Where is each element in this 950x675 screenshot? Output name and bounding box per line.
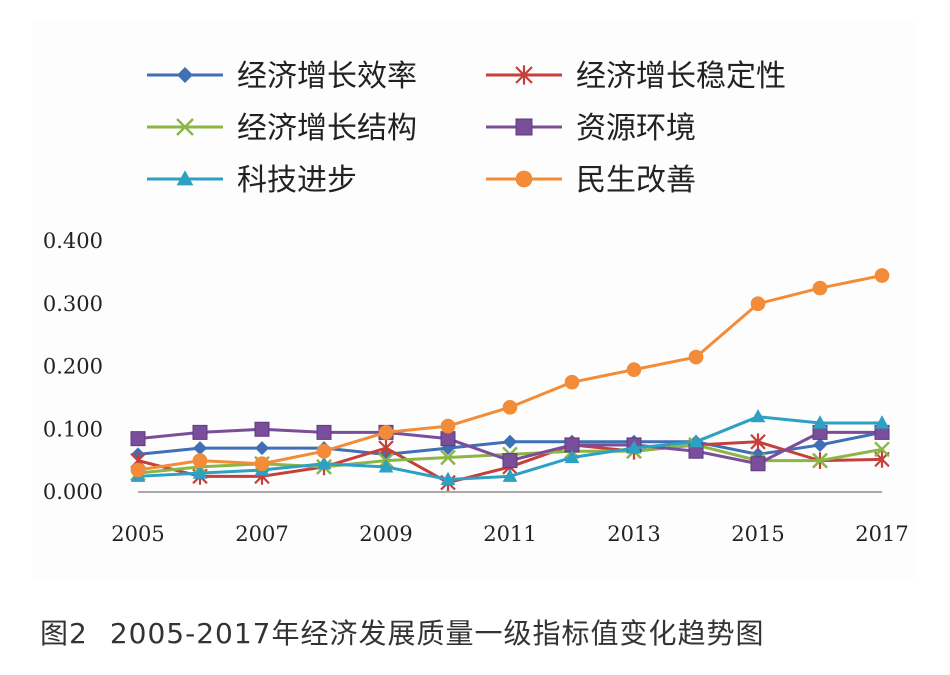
data-point — [254, 456, 270, 472]
legend-marker — [515, 65, 533, 85]
data-point — [874, 441, 890, 458]
data-point — [378, 425, 394, 440]
data-point — [502, 468, 518, 482]
data-point — [564, 374, 580, 390]
data-point — [254, 421, 270, 437]
legend-label: 经济增长结构 — [237, 111, 417, 146]
data-point — [440, 449, 456, 466]
data-point — [750, 456, 766, 472]
x-tick-label: 2011 — [483, 522, 536, 546]
legend-item: 经济增长稳定性 — [486, 59, 786, 94]
data-point — [812, 415, 828, 429]
y-tick-label: 0.300 — [43, 292, 103, 316]
data-point — [440, 418, 456, 434]
legend-label: 资源环境 — [576, 111, 696, 146]
legend-label: 科技进步 — [237, 163, 357, 198]
legend-label: 民生改善 — [576, 163, 696, 198]
data-point — [130, 431, 146, 447]
legend-item: 科技进步 — [147, 163, 357, 198]
series-layer — [130, 268, 890, 491]
data-point — [750, 409, 766, 423]
data-point — [130, 462, 146, 478]
legend-item: 经济增长效率 — [147, 59, 417, 94]
x-tick-label: 2017 — [855, 522, 908, 546]
data-point — [626, 362, 642, 377]
data-point — [502, 399, 518, 415]
data-point — [813, 437, 827, 452]
legend-marker — [515, 118, 533, 136]
figure-number: 图2 — [40, 617, 88, 650]
data-point — [440, 471, 456, 486]
x-tick-label: 2015 — [731, 522, 784, 546]
data-point — [564, 449, 580, 464]
data-point — [874, 415, 890, 429]
data-point — [440, 431, 456, 447]
y-tick-label: 0.000 — [43, 480, 103, 504]
x-tick-label: 2005 — [111, 522, 164, 546]
y-tick-label: 0.100 — [43, 417, 103, 441]
legend-item: 经济增长结构 — [147, 111, 417, 146]
figure-caption-text: 2005-2017年经济发展质量一级指标值变化趋势图 — [109, 617, 765, 650]
legend-marker — [176, 170, 194, 186]
legend-label: 经济增长效率 — [237, 59, 417, 94]
data-point — [503, 434, 517, 449]
x-tick-label: 2013 — [607, 522, 660, 546]
data-point — [316, 443, 332, 459]
legend-marker — [177, 67, 193, 83]
y-tick-label: 0.400 — [43, 229, 103, 253]
data-point — [378, 439, 394, 457]
data-point — [192, 453, 208, 468]
data-point — [874, 268, 890, 283]
data-point — [502, 453, 518, 469]
data-point — [626, 440, 642, 454]
data-point — [750, 433, 766, 451]
data-point — [193, 441, 207, 456]
data-point — [688, 349, 704, 365]
data-point — [192, 424, 208, 440]
chart-panel — [32, 18, 918, 578]
data-point — [688, 434, 704, 448]
data-point — [750, 296, 766, 312]
axes: 0.000 0.100 0.200 0.300 0.400 2005 2007 2009 201… — [43, 229, 909, 546]
figure-caption: 图2 2005-2017年经济发展质量一级指标值变化趋势图 — [40, 612, 920, 652]
legend-marker — [515, 170, 533, 188]
legend-marker — [176, 118, 194, 136]
legend-item: 民生改善 — [486, 163, 696, 198]
x-tick-label: 2007 — [235, 522, 288, 546]
y-tick-label: 0.200 — [43, 355, 103, 379]
legend-item: 资源环境 — [486, 111, 696, 146]
data-point — [316, 456, 332, 470]
data-point — [316, 424, 332, 440]
legend-label: 经济增长稳定性 — [576, 59, 786, 94]
x-tick-label: 2009 — [359, 522, 412, 546]
series-6 — [130, 268, 890, 478]
data-point — [812, 280, 828, 296]
data-point — [255, 441, 269, 456]
data-point — [378, 459, 394, 473]
data-point — [192, 465, 208, 479]
data-point — [812, 452, 828, 469]
